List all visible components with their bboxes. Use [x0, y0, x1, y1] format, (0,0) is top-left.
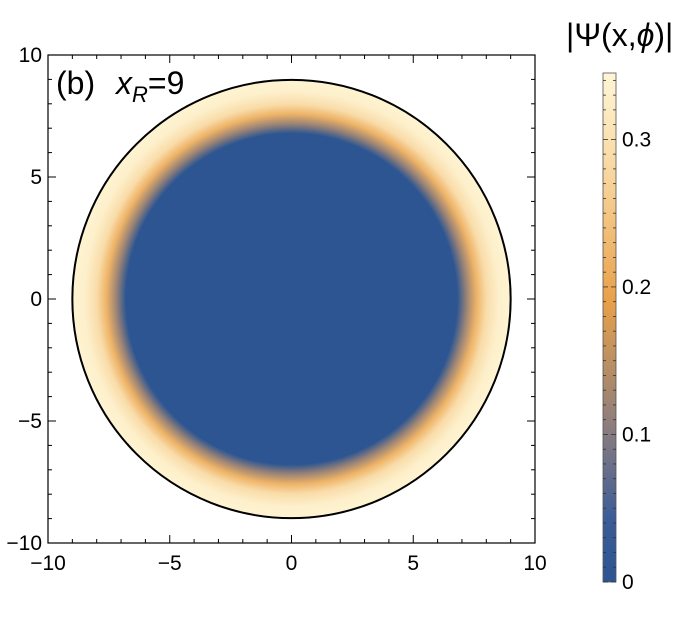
- y-tick-label: 5: [30, 166, 42, 189]
- colorbar-tick-label: 0.1: [622, 423, 651, 446]
- x-tick-label: −10: [30, 552, 66, 575]
- colorbar-title: |Ψ(x,ϕ)|: [566, 17, 673, 53]
- colorbar-tick-label: 0.3: [622, 128, 651, 151]
- y-tick-label: 10: [19, 44, 42, 67]
- panel-label: (b) xR=9: [56, 65, 184, 107]
- colorbar-tick-labels: 0 0.1 0.2 0.3: [622, 128, 651, 594]
- x-tick-label: 5: [407, 552, 419, 575]
- y-tick-label: 0: [30, 288, 42, 311]
- heatmap-disk: [71, 78, 512, 520]
- x-tick-label: −5: [158, 552, 182, 575]
- colorbar-tick-label: 0.2: [622, 276, 651, 299]
- x-tick-label: 0: [286, 552, 298, 575]
- colorbar: [602, 72, 617, 583]
- colorbar-tick-label: 0: [622, 571, 634, 594]
- y-axis-ticks: [48, 54, 535, 544]
- y-tick-label: −10: [6, 532, 42, 555]
- colorbar-ticks: [603, 79, 616, 583]
- y-tick-label: −5: [18, 410, 42, 433]
- x-axis-ticks: [47, 55, 536, 543]
- x-axis-tick-labels: −10 −5 0 5 10: [30, 552, 546, 575]
- x-tick-label: 10: [523, 552, 546, 575]
- y-axis-tick-labels: −10 −5 0 5 10: [6, 44, 42, 555]
